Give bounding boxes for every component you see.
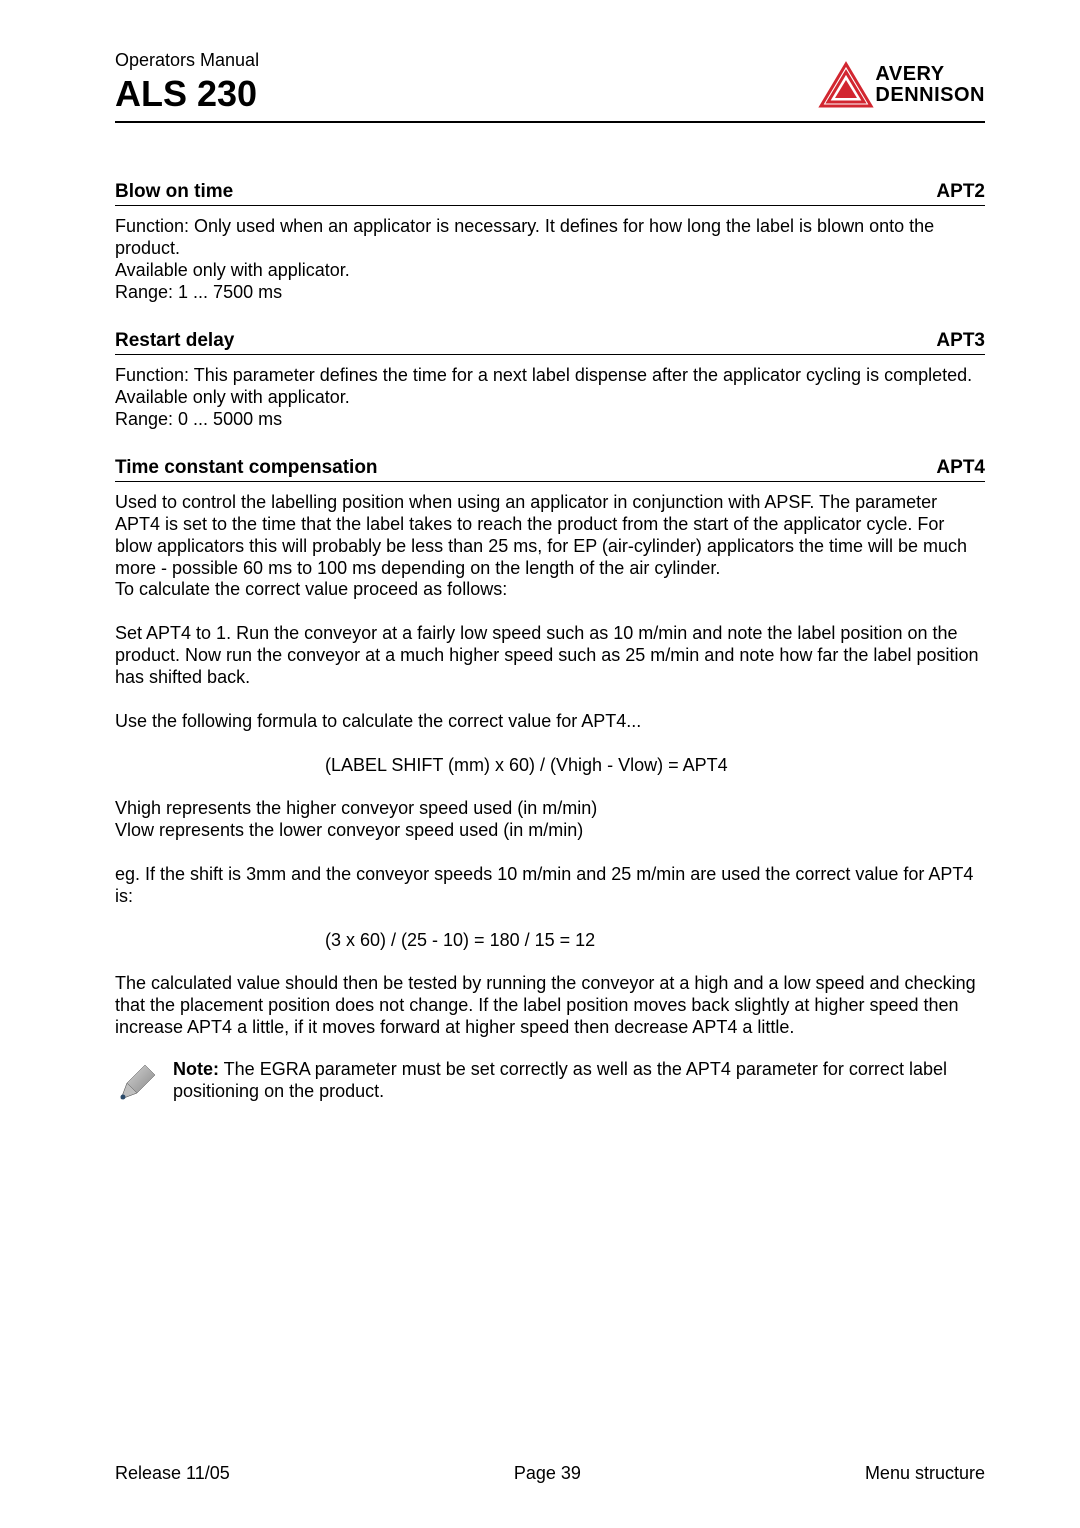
header-title: ALS 230 <box>115 73 259 115</box>
formula: (LABEL SHIFT (mm) x 60) / (Vhigh - Vlow)… <box>115 755 985 776</box>
section-heading: Restart delay APT3 <box>115 330 985 352</box>
paragraph: Set APT4 to 1. Run the conveyor at a fai… <box>115 623 985 689</box>
formula: (3 x 60) / (25 - 10) = 180 / 15 = 12 <box>115 930 985 951</box>
paragraph: Available only with applicator. <box>115 387 985 409</box>
header-titles: Operators Manual ALS 230 <box>115 50 259 115</box>
paragraph: To calculate the correct value proceed a… <box>115 579 985 601</box>
brand-line2: DENNISON <box>875 85 985 106</box>
section-rule <box>115 205 985 206</box>
paragraph: eg. If the shift is 3mm and the conveyor… <box>115 864 985 908</box>
section-title: Blow on time <box>115 181 233 203</box>
footer-center: Page 39 <box>514 1463 581 1484</box>
paragraph: Vlow represents the lower conveyor speed… <box>115 820 985 842</box>
section-code: APT4 <box>936 457 985 479</box>
header-subtitle: Operators Manual <box>115 50 259 71</box>
note-text: Note: The EGRA parameter must be set cor… <box>173 1059 985 1103</box>
section-code: APT2 <box>936 181 985 203</box>
brand-text: AVERY DENNISON <box>875 64 985 106</box>
section-rule <box>115 481 985 482</box>
paragraph: Function: Only used when an applicator i… <box>115 216 985 260</box>
section-apt4: Time constant compensation APT4 Used to … <box>115 457 985 1110</box>
paragraph: Range: 0 ... 5000 ms <box>115 409 985 431</box>
brand-logo: AVERY DENNISON <box>817 60 985 110</box>
brand-line1: AVERY <box>875 64 985 85</box>
triangle-icon <box>817 60 875 110</box>
pencil-icon <box>115 1061 163 1110</box>
section-apt3: Restart delay APT3 Function: This parame… <box>115 330 985 431</box>
note-label: Note: <box>173 1059 219 1079</box>
footer-right: Menu structure <box>865 1463 985 1484</box>
section-title: Time constant compensation <box>115 457 378 479</box>
section-heading: Time constant compensation APT4 <box>115 457 985 479</box>
section-title: Restart delay <box>115 330 234 352</box>
section-code: APT3 <box>936 330 985 352</box>
paragraph: Range: 1 ... 7500 ms <box>115 282 985 304</box>
section-heading: Blow on time APT2 <box>115 181 985 203</box>
section-apt2: Blow on time APT2 Function: Only used wh… <box>115 181 985 304</box>
paragraph: Used to control the labelling position w… <box>115 492 985 580</box>
note-block: Note: The EGRA parameter must be set cor… <box>115 1059 985 1110</box>
page-header: Operators Manual ALS 230 AVERY DENNISON <box>115 50 985 123</box>
paragraph: Vhigh represents the higher conveyor spe… <box>115 798 985 820</box>
section-rule <box>115 354 985 355</box>
paragraph: The calculated value should then be test… <box>115 973 985 1039</box>
paragraph: Available only with applicator. <box>115 260 985 282</box>
footer-left: Release 11/05 <box>115 1463 230 1484</box>
note-body: The EGRA parameter must be set correctly… <box>173 1059 947 1101</box>
paragraph: Function: This parameter defines the tim… <box>115 365 985 387</box>
paragraph: Use the following formula to calculate t… <box>115 711 985 733</box>
page-footer: Release 11/05 Page 39 Menu structure <box>115 1463 985 1484</box>
